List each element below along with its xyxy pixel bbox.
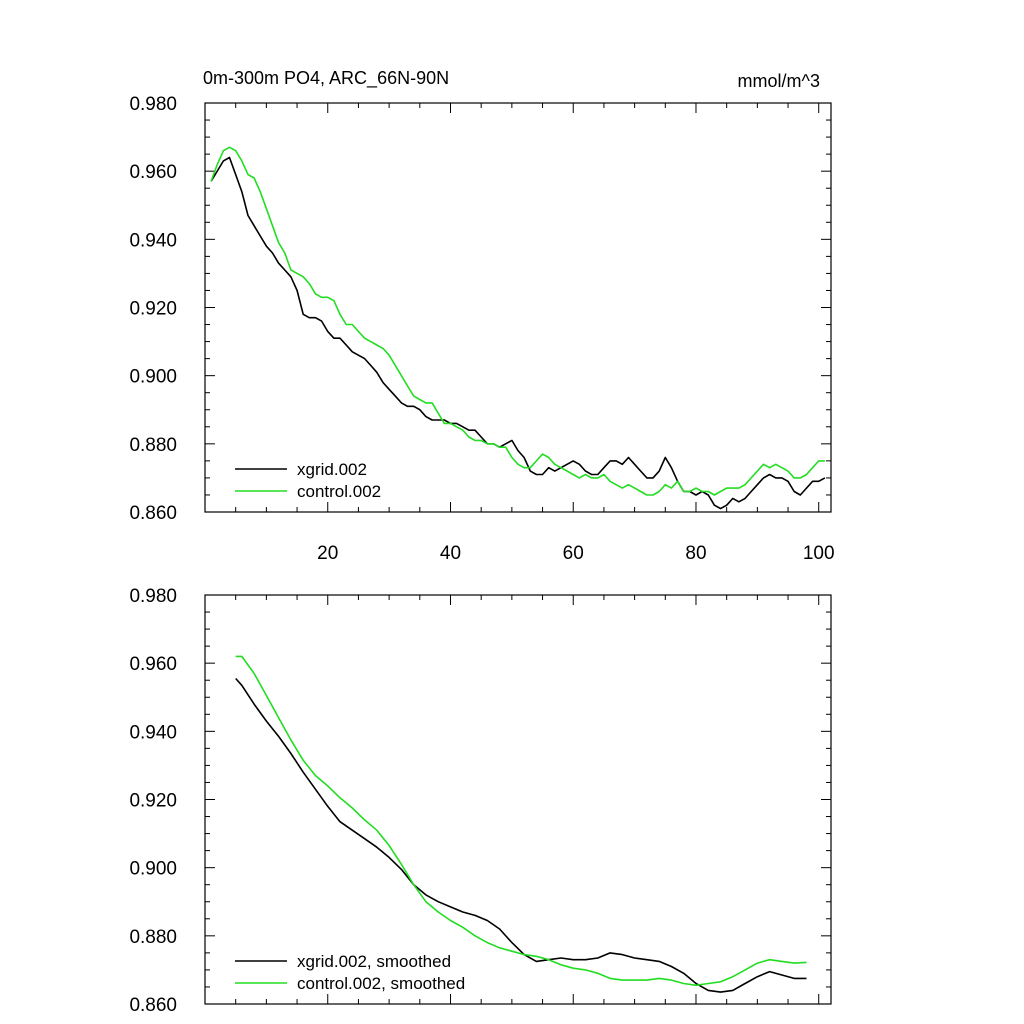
- y-tick-label: 0.880: [129, 435, 177, 456]
- top-axes: 0.860 0.880 0.900 0.920 0.940 0.960 0.980 20 40 6…: [129, 94, 834, 564]
- series-line-control: [210, 146, 825, 496]
- series-line-control: [235, 655, 807, 987]
- bottom-panel: 0.860 0.880 0.900 0.920 0.940 0.960 0.980 xgri…: [129, 586, 832, 1016]
- legend-label-xgrid: xgrid.002: [297, 460, 367, 479]
- top-legend: xgrid.002 control.002: [235, 460, 381, 501]
- x-tick-label: 60: [563, 543, 584, 564]
- series-line-xgrid: [210, 156, 826, 510]
- bottom-plot-frame: [204, 594, 832, 1005]
- bottom-series: [235, 655, 807, 993]
- y-tick-label: 0.880: [129, 927, 177, 948]
- y-tick-label: 0.900: [129, 367, 177, 388]
- y-tick-label: 0.860: [129, 503, 177, 524]
- series-line-xgrid: [235, 677, 807, 993]
- top-panel: 0m-300m PO4, ARC_66N-90N mmol/m^3 0.8600…: [129, 68, 834, 564]
- top-series: [210, 146, 826, 510]
- legend-label-control-smoothed: control.002, smoothed: [297, 974, 465, 993]
- y-tick-label: 0.960: [129, 162, 177, 183]
- bottom-axes: 0.860 0.880 0.900 0.920 0.940 0.960 0.980: [129, 586, 831, 1016]
- y-tick-label: 0.900: [129, 859, 177, 880]
- x-tick-label: 40: [440, 543, 461, 564]
- y-tick-label: 0.920: [129, 299, 177, 320]
- y-tick-label: 0.920: [129, 791, 177, 812]
- legend-label-xgrid-smoothed: xgrid.002, smoothed: [297, 952, 451, 971]
- y-tick-label: 0.960: [129, 654, 177, 675]
- y-tick-label: 0.980: [129, 586, 177, 607]
- y-tick-label: 0.940: [129, 722, 177, 743]
- y-tick-label: 0.860: [129, 995, 177, 1016]
- y-tick-label: 0.980: [129, 94, 177, 115]
- x-tick-label: 100: [803, 543, 835, 564]
- x-tick-label: 20: [317, 543, 338, 564]
- bottom-legend: xgrid.002, smoothed control.002, smoothe…: [235, 952, 465, 993]
- x-tick-label: 80: [685, 543, 706, 564]
- legend-label-control: control.002: [297, 482, 381, 501]
- top-plot-frame: [204, 102, 832, 513]
- y-tick-label: 0.940: [129, 230, 177, 251]
- chart-units: mmol/m^3: [738, 71, 820, 91]
- chart-title: 0m-300m PO4, ARC_66N-90N: [203, 68, 449, 89]
